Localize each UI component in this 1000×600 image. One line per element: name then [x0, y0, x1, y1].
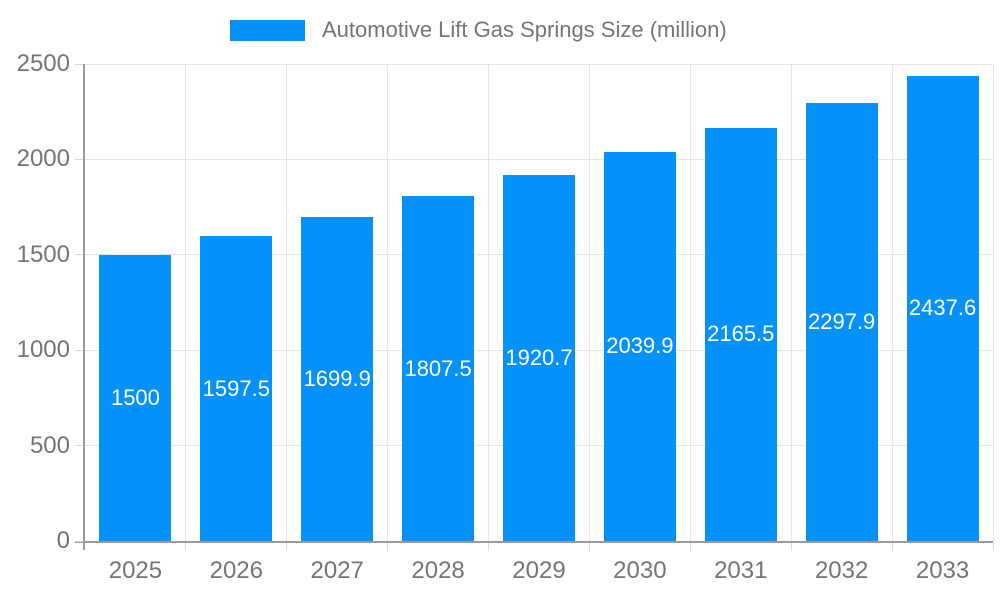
gridline-vertical	[689, 64, 691, 541]
legend-swatch	[230, 19, 305, 41]
gridline-vertical	[387, 64, 389, 541]
y-tick-label: 0	[56, 527, 70, 554]
bar-value-label: 2039.9	[606, 333, 674, 359]
x-tick-label: 2029	[512, 557, 566, 584]
y-tick-label: 500	[29, 431, 70, 459]
chart-legend[interactable]: Automotive Lift Gas Springs Size (millio…	[230, 16, 727, 44]
bar[interactable]: 1597.5	[200, 236, 273, 541]
bar-value-label: 1597.5	[202, 375, 270, 401]
y-tick-label: 2500	[16, 50, 70, 77]
x-tick-mark	[790, 543, 792, 551]
x-axis-line	[75, 541, 993, 543]
y-tick-mark	[75, 158, 83, 160]
x-tick-label: 2025	[108, 557, 163, 584]
bar-value-label: 1699.9	[303, 365, 371, 391]
x-tick-mark	[689, 543, 691, 551]
bar[interactable]: 1807.5	[402, 196, 475, 541]
y-tick-mark	[75, 63, 83, 65]
bar[interactable]: 1500	[99, 254, 172, 541]
y-tick-mark	[75, 445, 83, 447]
bar-value-label: 1807.5	[404, 355, 472, 381]
x-tick-mark	[488, 543, 490, 551]
y-tick-mark	[75, 254, 83, 256]
bar[interactable]: 2437.6	[906, 75, 979, 541]
y-axis-line	[83, 64, 85, 550]
legend-label: Automotive Lift Gas Springs Size (millio…	[322, 17, 727, 42]
bar[interactable]: 1699.9	[301, 216, 374, 541]
gridline-horizontal	[85, 63, 993, 65]
x-tick-mark	[891, 543, 893, 551]
x-tick-mark	[992, 543, 994, 551]
bar[interactable]: 2039.9	[603, 151, 676, 541]
gridline-vertical	[588, 64, 590, 541]
bar[interactable]: 2165.5	[704, 127, 777, 541]
bar-value-label: 2297.9	[808, 308, 876, 334]
x-tick-mark	[286, 543, 288, 551]
x-tick-mark	[387, 543, 389, 551]
y-tick-label: 1000	[16, 336, 70, 364]
x-tick-label: 2033	[915, 557, 970, 584]
bar-value-label: 1920.7	[505, 344, 573, 370]
x-tick-label: 2027	[310, 557, 364, 584]
gridline-vertical	[185, 64, 187, 541]
bar-value-label: 1500	[110, 384, 160, 410]
y-tick-label: 1500	[16, 240, 70, 268]
x-tick-label: 2028	[411, 557, 465, 584]
bar[interactable]: 1920.7	[503, 174, 575, 541]
gridline-vertical	[891, 64, 893, 541]
x-tick-mark	[588, 543, 590, 551]
bar-value-label: 2437.6	[908, 295, 977, 321]
gridline-vertical	[790, 64, 792, 541]
x-tick-label: 2031	[714, 557, 768, 584]
gridline-vertical	[992, 64, 994, 541]
gridline-vertical	[488, 64, 490, 541]
x-tick-mark	[185, 543, 187, 551]
gridline-horizontal	[85, 158, 993, 160]
y-tick-mark	[75, 540, 83, 542]
x-tick-label: 2030	[613, 557, 667, 584]
x-tick-label: 2032	[814, 557, 869, 584]
y-tick-label: 2000	[16, 145, 70, 173]
gridline-vertical	[286, 64, 288, 541]
bar-value-label: 2165.5	[707, 321, 775, 347]
y-tick-mark	[75, 349, 83, 351]
bar[interactable]: 2297.9	[805, 102, 878, 541]
x-tick-label: 2026	[209, 557, 263, 584]
